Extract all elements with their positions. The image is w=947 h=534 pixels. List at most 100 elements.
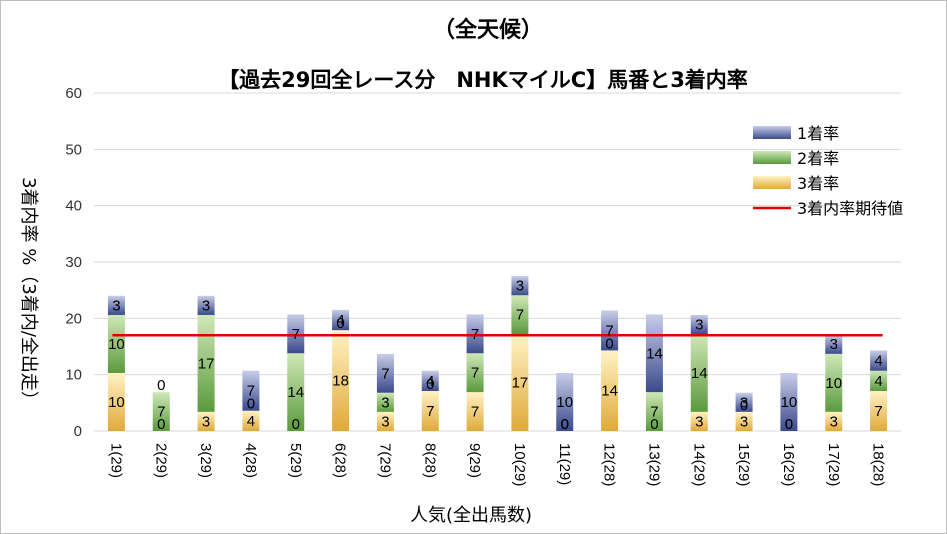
bar-segment (690, 334, 708, 412)
bar-segment (332, 330, 350, 431)
data-label: 7 (471, 404, 479, 421)
bar-segment (332, 309, 350, 331)
data-label: 0 (740, 397, 748, 414)
data-label: 7 (471, 365, 479, 382)
bar-segment (556, 372, 574, 431)
legend-swatch (753, 126, 791, 139)
x-tick-label: 10(29) (511, 443, 528, 486)
x-tick-label: 14(29) (690, 443, 707, 486)
data-label: 3 (740, 394, 748, 411)
data-label: 7 (471, 326, 479, 343)
bar-segment (511, 276, 529, 296)
bar-segment (242, 370, 260, 411)
data-label: 3 (516, 278, 524, 295)
bar-segment (511, 334, 529, 431)
data-label: 14 (601, 383, 618, 400)
data-label: 10 (108, 336, 125, 353)
data-label: 0 (292, 416, 300, 433)
x-tick-label: 4(28) (242, 443, 259, 478)
x-tick-label: 3(29) (197, 443, 214, 478)
bar-segment (107, 372, 125, 431)
y-tick-label: 50 (65, 141, 82, 158)
data-label: 17 (512, 375, 529, 392)
bar-segment (376, 411, 394, 431)
x-tick-label: 12(28) (601, 443, 618, 486)
bar-segment (870, 370, 888, 392)
bar-segment (376, 392, 394, 412)
bar-segment (107, 314, 125, 373)
chart-subtitle: 【過去29回全レース分 NHKマイルC】馬番と3着内率 (218, 68, 748, 92)
data-label: 3 (381, 394, 389, 411)
data-label: 18 (332, 373, 349, 390)
bar-segment (645, 392, 663, 431)
bar-segment (825, 353, 843, 412)
data-label: 7 (605, 322, 613, 339)
data-label: 0 (650, 416, 658, 433)
x-tick-label: 16(29) (780, 443, 797, 486)
data-label: 0 (785, 416, 793, 433)
bar-segment (870, 391, 888, 431)
y-tick-label: 20 (65, 310, 82, 327)
data-label: 10 (108, 394, 125, 411)
data-label: 0 (157, 416, 165, 433)
data-label: 4 (426, 373, 434, 390)
x-tick-label: 5(29) (287, 443, 304, 478)
legend-label: 3着内率期待値 (797, 199, 903, 218)
legend-swatch (753, 151, 791, 164)
bar-segment (690, 314, 708, 335)
data-label: 3 (830, 336, 838, 353)
x-axis-label: 人気(全出馬数) (410, 505, 532, 526)
x-tick-label: 1(29) (107, 443, 124, 478)
bar-segment (511, 295, 529, 335)
bar-segment (466, 392, 484, 431)
data-label: 3 (112, 297, 120, 314)
data-label: 3 (830, 413, 838, 430)
data-label: 3 (381, 413, 389, 430)
bar-segment (601, 310, 619, 351)
bar-segment (601, 350, 619, 431)
data-label: 0 (605, 335, 613, 352)
x-tick-label: 11(29) (556, 443, 573, 485)
bar-segment (735, 411, 753, 431)
x-tick-label: 6(28) (332, 443, 349, 478)
bar-segment (152, 392, 170, 431)
data-label: 7 (381, 365, 389, 382)
data-label: 7 (247, 383, 255, 400)
y-tick-label: 0 (74, 423, 82, 440)
y-tick-label: 40 (65, 198, 82, 215)
data-label: 7 (874, 403, 882, 420)
bar-segment (421, 370, 439, 392)
y-axis-ticks: 0 10 20 30 40 50 60 (65, 85, 82, 440)
bar-segment (287, 353, 305, 431)
y-tick-label: 60 (65, 85, 82, 102)
data-label: 17 (198, 355, 215, 372)
data-label: 3 (695, 413, 703, 430)
data-labels: 1010307031734070147180433770477717730010… (108, 278, 883, 433)
data-label: 7 (157, 404, 165, 421)
data-label: 4 (874, 353, 882, 370)
legend: 1着率 2着率 3着率 3着内率期待値 (753, 124, 903, 218)
data-label: 14 (287, 384, 304, 401)
bar-segment (645, 314, 663, 393)
data-label: 3 (740, 413, 748, 430)
data-label: 7 (426, 403, 434, 420)
bar-segment (825, 411, 843, 431)
bar-segment (735, 392, 753, 412)
bar-segment (421, 391, 439, 431)
chart-title: （全天候） (433, 17, 543, 43)
x-tick-label: 15(29) (735, 443, 752, 486)
data-label: 3 (202, 413, 210, 430)
y-tick-label: 30 (65, 254, 82, 271)
legend-label: 1着率 (797, 124, 839, 143)
data-label: 7 (516, 307, 524, 324)
bar-segment (466, 314, 484, 354)
x-tick-label: 2(29) (152, 443, 169, 478)
data-label: 10 (556, 394, 573, 411)
bar-segment (107, 295, 125, 315)
data-label: 14 (646, 345, 663, 362)
y-axis-label: 3着内率 %（3着内/全出走） (18, 177, 39, 409)
bar-segment (825, 334, 843, 354)
data-label: 3 (202, 297, 210, 314)
x-tick-label: 18(28) (870, 443, 887, 486)
data-label: 7 (650, 404, 658, 421)
